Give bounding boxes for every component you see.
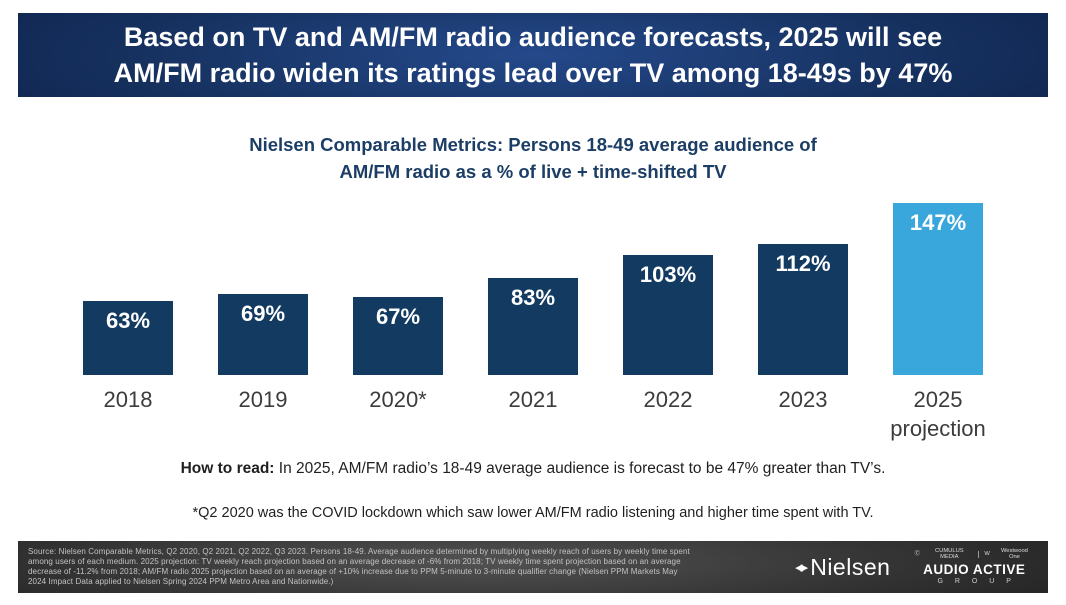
bar-column: 69% 2019 [218,190,308,412]
chart-title-line-1: Nielsen Comparable Metrics: Persons 18-4… [249,134,817,155]
bar-value-label: 103% [639,261,697,287]
how-to-read-note: How to read: In 2025, AM/FM radio’s 18-4… [0,460,1066,478]
source-line-4: 2024 Impact Data applied to Nielsen Spri… [28,576,334,586]
bar-value-label: 67% [375,303,421,329]
bars-row: 63% 2018 69% 2019 67% 2020* 83% 2021 103% 2022 112… [0,190,1066,441]
header-banner: Based on TV and AM/FM radio audience for… [18,13,1048,97]
bar: 63% [83,301,173,375]
source-line-2: among users of each medium. 2025 project… [28,557,681,567]
cumulus-media-label: CUMULUS MEDIA [934,547,964,561]
x-axis-label: 2025 projection [890,387,986,441]
x-axis-label: 2019 [238,387,288,412]
cumulus-media-icon: Ⓒ [914,551,921,558]
bar: 69% [218,294,308,375]
bar-value-label: 112% [775,250,831,276]
bar-value-label: 147% [909,210,967,236]
audio-active-group-logo: Ⓒ CUMULUS MEDIA W Westwood One AUDIO ACT… [914,548,1034,586]
x-axis-label: 2018 [103,387,153,412]
bar-column: 112% 2023 [758,190,848,412]
source-text: Source: Nielsen Comparable Metrics, Q2 2… [28,547,795,586]
x-axis-label: 2022 [643,387,693,412]
nielsen-wordmark: Nielsen [810,553,891,580]
x-axis-label: 2021 [508,387,558,412]
westwood-one-icon: W [984,551,990,558]
chart-title: Nielsen Comparable Metrics: Persons 18-4… [0,132,1066,186]
source-line-3: decrease of -11.2% from 2018; AM/FM radi… [28,567,678,576]
footer-bar: Source: Nielsen Comparable Metrics, Q2 2… [18,541,1048,593]
bar-column: 103% 2022 [623,190,713,412]
bar-column: 83% 2021 [488,190,578,412]
chart-title-line-2: AM/FM radio as a % of live + time-shifte… [339,160,727,182]
how-to-read-label: How to read: [180,460,275,477]
how-to-read-text: In 2025, AM/FM radio’s 18-49 average aud… [274,460,886,477]
bar-column: 147% 2025 projection [890,190,986,441]
bar-value-label: 83% [510,284,556,310]
bar-column: 67% 2020* [353,190,443,412]
nielsen-arrows-icon: ◂▸ [795,559,808,576]
bar-value-label: 69% [240,301,286,327]
bar: 83% [488,277,578,375]
header-line-1: Based on TV and AM/FM radio audience for… [123,21,943,52]
bar-value-label: 63% [105,308,151,334]
audio-active-label: AUDIO ACTIVE [923,561,1026,577]
bar-column: 63% 2018 [83,190,173,412]
x-axis-label: 2020* [369,387,427,412]
source-line-1: Source: Nielsen Comparable Metrics, Q2 2… [28,547,690,557]
logo-divider [978,550,980,558]
nielsen-logo: ◂▸ Nielsen [795,554,890,581]
bar: 112% [758,243,848,375]
bar: 147% [893,203,983,375]
footer-logos: ◂▸ Nielsen Ⓒ CUMULUS MEDIA W Westwood On… [795,548,1034,586]
covid-footnote: *Q2 2020 was the COVID lockdown which sa… [192,505,874,521]
bar-chart: 63% 2018 69% 2019 67% 2020* 83% 2021 103% 2022 112… [0,190,1066,441]
x-axis-label: 2023 [778,387,828,412]
group-label: G R O U P [937,578,1016,586]
bar: 103% [623,254,713,375]
bar: 67% [353,296,443,375]
westwood-one-label: Westwood One [1000,547,1028,561]
header-line-2: AM/FM radio widen its ratings lead over … [113,58,953,88]
aag-top-row: Ⓒ CUMULUS MEDIA W Westwood One [914,548,1034,561]
